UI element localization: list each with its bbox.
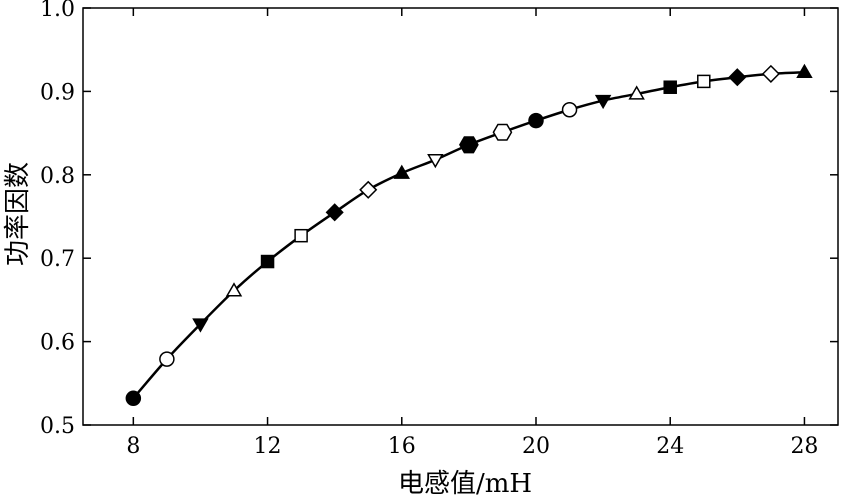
data-point-hexagon [459, 136, 479, 154]
data-point-triangle-up [628, 85, 645, 100]
x-tick-label: 24 [656, 434, 684, 459]
y-axis-title: 功率因数 [3, 162, 33, 266]
x-tick-label: 28 [790, 434, 818, 459]
marker-layer [125, 63, 813, 407]
plot-frame [82, 7, 839, 426]
label-layer: 电感值/mH 功率因数 [3, 162, 532, 499]
y-tick-label: 0.5 [40, 414, 75, 439]
data-point-triangle-down [594, 94, 612, 110]
data-point-hexagon [492, 123, 513, 141]
x-tick-label: 20 [522, 434, 550, 459]
data-point-diamond [761, 64, 780, 83]
x-tick-label: 12 [254, 434, 282, 459]
data-point-triangle-down [192, 318, 209, 333]
data-point-diamond [728, 68, 747, 87]
y-tick-label: 1.0 [40, 0, 75, 22]
data-point-square [260, 254, 275, 269]
data-point-circle [125, 390, 142, 407]
data-point-diamond [325, 203, 344, 222]
y-tick-label: 0.8 [40, 164, 75, 189]
line-layer [132, 70, 805, 400]
data-point-triangle-up [796, 63, 813, 78]
data-point-square [697, 74, 711, 89]
axes-layer: 8 12 16 20 24 28 0.5 0.6 0.7 0.8 0.9 1.0 [40, 0, 839, 459]
data-point-triangle-down [427, 154, 444, 169]
data-point-circle [561, 101, 578, 118]
y-tick-label: 0.7 [40, 247, 75, 272]
y-tick-label: 0.6 [40, 331, 75, 356]
x-tick-label: 8 [126, 434, 140, 459]
data-point-triangle-up [393, 164, 411, 179]
data-point-circle [528, 112, 544, 129]
x-axis-title: 电感值/mH [398, 469, 532, 499]
series-line [132, 70, 805, 400]
data-point-diamond [359, 180, 378, 199]
x-tick-label: 16 [388, 434, 416, 459]
data-point-square [294, 228, 308, 243]
data-point-triangle-up [225, 282, 243, 297]
data-point-circle [159, 351, 175, 367]
data-point-square [663, 80, 677, 94]
y-tick-label: 0.9 [40, 80, 75, 105]
